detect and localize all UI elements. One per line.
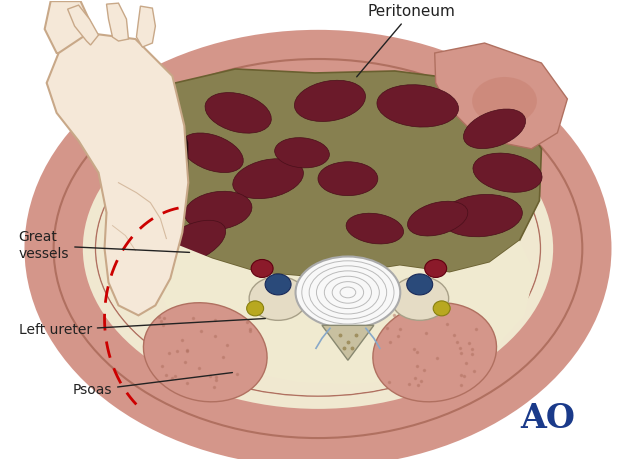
- Polygon shape: [322, 325, 374, 360]
- Ellipse shape: [185, 191, 252, 230]
- Ellipse shape: [205, 93, 272, 133]
- Text: Left ureter: Left ureter: [19, 319, 265, 337]
- Ellipse shape: [181, 133, 243, 173]
- Text: Great
vessels: Great vessels: [19, 230, 190, 261]
- Polygon shape: [136, 6, 156, 47]
- Ellipse shape: [373, 303, 497, 402]
- Ellipse shape: [473, 153, 542, 192]
- Ellipse shape: [97, 102, 539, 395]
- Text: AO: AO: [520, 402, 575, 435]
- Polygon shape: [156, 241, 534, 384]
- Ellipse shape: [296, 257, 401, 328]
- Ellipse shape: [249, 276, 307, 320]
- Polygon shape: [68, 5, 99, 45]
- Ellipse shape: [275, 138, 329, 168]
- Ellipse shape: [294, 80, 365, 122]
- Polygon shape: [435, 43, 567, 149]
- Ellipse shape: [377, 85, 459, 127]
- Polygon shape: [45, 1, 92, 53]
- Text: Psoas: Psoas: [73, 373, 232, 397]
- Text: Peritoneum: Peritoneum: [356, 4, 456, 77]
- Polygon shape: [138, 69, 541, 276]
- Ellipse shape: [407, 274, 433, 295]
- Polygon shape: [107, 3, 128, 41]
- Ellipse shape: [251, 259, 273, 277]
- Ellipse shape: [159, 220, 226, 265]
- Polygon shape: [46, 33, 188, 315]
- Ellipse shape: [247, 301, 264, 316]
- Ellipse shape: [425, 259, 446, 277]
- Ellipse shape: [318, 162, 378, 196]
- Ellipse shape: [54, 59, 582, 438]
- Ellipse shape: [441, 195, 523, 237]
- Ellipse shape: [391, 276, 449, 320]
- Ellipse shape: [407, 201, 468, 236]
- Ellipse shape: [232, 159, 303, 199]
- Ellipse shape: [346, 213, 404, 244]
- Ellipse shape: [472, 77, 537, 125]
- Ellipse shape: [433, 301, 450, 316]
- Ellipse shape: [464, 109, 526, 149]
- Polygon shape: [128, 96, 188, 310]
- Ellipse shape: [265, 274, 291, 295]
- Ellipse shape: [143, 303, 267, 402]
